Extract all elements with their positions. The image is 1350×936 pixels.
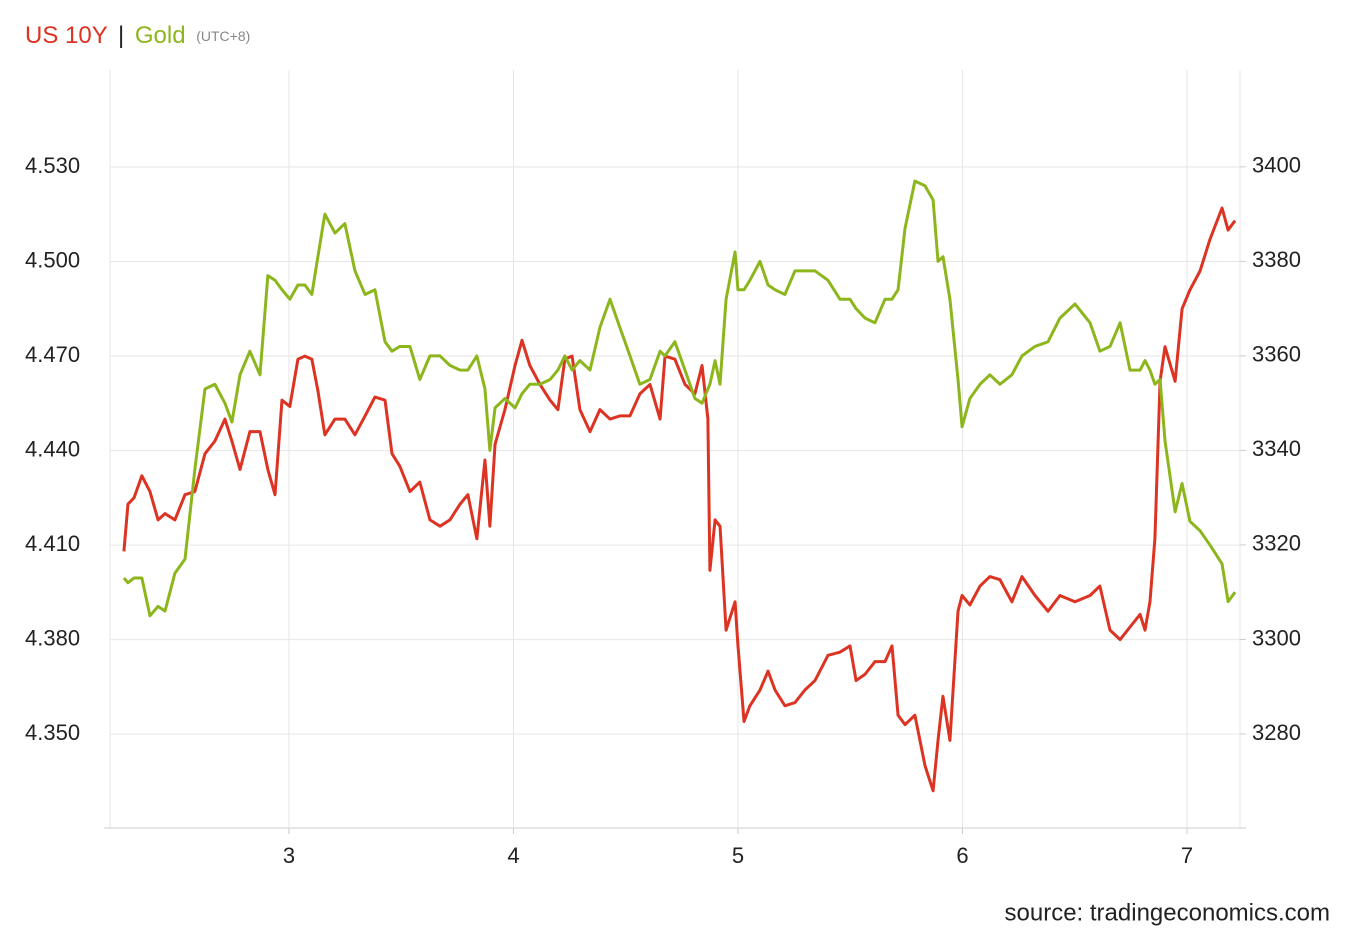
x-tick-label: 4	[507, 843, 519, 868]
y2-tick-label: 3320	[1252, 531, 1301, 556]
line-series	[122, 179, 1237, 618]
source: source: tradingeconomics.com	[1005, 899, 1330, 926]
legend-gold: Gold	[135, 22, 186, 49]
y2-tick-label: 3360	[1252, 342, 1301, 367]
y2-tick-label: 3340	[1252, 436, 1301, 461]
y-tick-label: 4.350	[25, 720, 80, 745]
y2-tick-label: 3400	[1252, 153, 1301, 178]
title-note: (UTC+8)	[196, 28, 250, 44]
y2-tick-label: 3280	[1252, 720, 1301, 745]
y-tick-label: 4.410	[25, 531, 80, 556]
x-tick-label: 5	[732, 843, 744, 868]
y-tick-label: 4.380	[25, 625, 80, 650]
chart-title: US 10Y | Gold (UTC+8)	[25, 22, 250, 49]
y-tick-label: 4.470	[25, 342, 80, 367]
x-tick-label: 3	[283, 843, 295, 868]
legend-us10y: US 10Y	[25, 22, 108, 49]
title-separator: |	[118, 22, 124, 49]
y-tick-label: 4.500	[25, 247, 80, 272]
y-tick-label: 4.530	[25, 153, 80, 178]
x-tick-label: 6	[956, 843, 968, 868]
line-series	[122, 206, 1237, 793]
y2-tick-label: 3300	[1252, 625, 1301, 650]
x-tick-label: 7	[1181, 843, 1193, 868]
y2-tick-label: 3380	[1252, 247, 1301, 272]
y-tick-label: 4.440	[25, 436, 80, 461]
